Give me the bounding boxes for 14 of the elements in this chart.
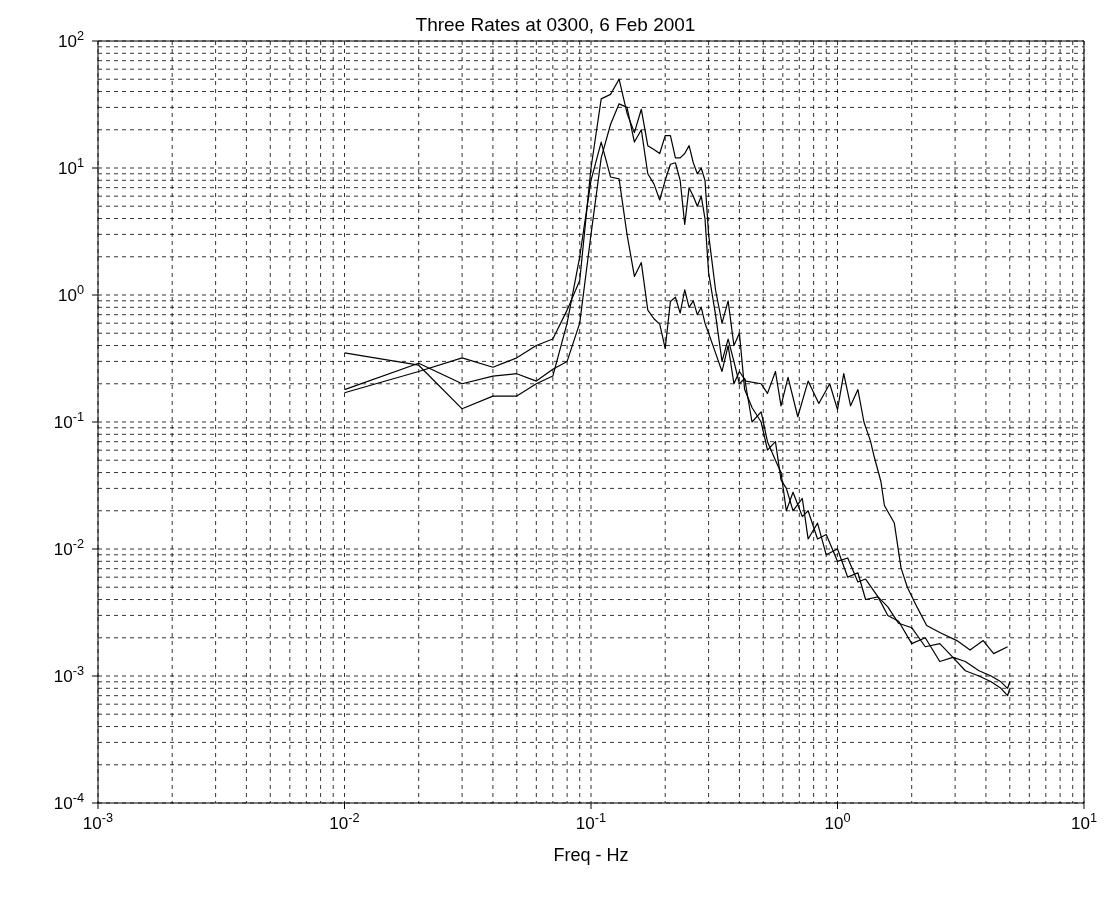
x-tick-label: 10$^{0}$ (824, 809, 851, 833)
x-tick-label: 10$^{-2}$ (329, 809, 360, 833)
y-tick-label: 10$^{0}$ (57, 281, 84, 305)
x-tick-label: 10$^{-1}$ (575, 809, 607, 833)
x-tick-label: 10$^{1}$ (1070, 809, 1098, 833)
y-tick-label: 10$^{-1}$ (53, 408, 84, 432)
y-tick-label: 10$^{2}$ (57, 27, 84, 51)
y-tick-label: 10$^{-2}$ (53, 535, 84, 559)
x-axis-title: Freq - Hz (553, 845, 629, 865)
y-tick-label: 10$^{-3}$ (53, 662, 84, 686)
chart-title: Three Rates at 0300, 6 Feb 2001 (415, 14, 696, 35)
y-tick-label: 10$^{-4}$ (53, 789, 84, 813)
y-tick-label: 10$^{1}$ (57, 154, 84, 178)
x-tick-label: 10$^{-3}$ (82, 809, 114, 833)
